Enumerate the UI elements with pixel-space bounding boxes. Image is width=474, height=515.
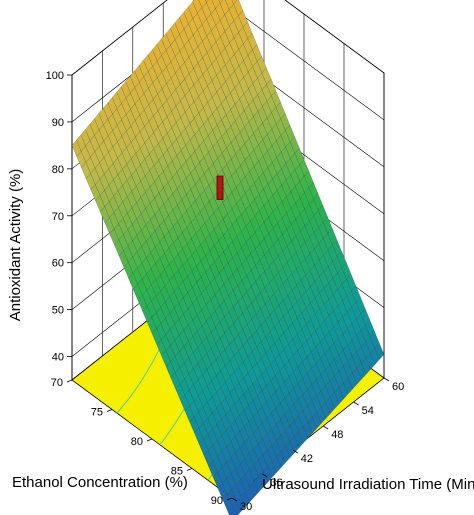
y-tick-label: 42 (301, 453, 313, 465)
y-tick-mark (292, 449, 299, 454)
surface-cell (206, 0, 216, 15)
surface-cell (218, 0, 223, 4)
z-tick-label: 90 (52, 117, 64, 129)
x-tick-mark (146, 438, 153, 442)
z-tick-label: 60 (52, 258, 64, 270)
x-tick-mark (106, 409, 113, 412)
y-tick-mark (262, 473, 268, 478)
y-tick-label: 54 (362, 405, 374, 417)
y-tick-mark (231, 497, 238, 502)
y-tick-mark (383, 377, 390, 382)
z-tick-label: 100 (46, 70, 64, 82)
x-tick-mark (186, 468, 193, 471)
design-point (216, 175, 224, 200)
y-tick-label: 60 (392, 381, 404, 393)
z-tick-label: 70 (52, 211, 64, 223)
x-tick-label: 85 (171, 466, 183, 478)
surface-cell (198, 0, 207, 9)
x-tick-mark (226, 497, 233, 501)
z-tick-label: 50 (52, 305, 64, 317)
surface-cell (205, 0, 209, 3)
y-tick-mark (353, 401, 359, 406)
z-tick-label: 40 (52, 352, 64, 364)
x-tick-label: 75 (91, 407, 103, 419)
surface-cell (225, 0, 234, 10)
x-tick-label: 90 (211, 495, 223, 507)
surface-cell (192, 0, 203, 14)
x-tick-label: 80 (131, 436, 143, 448)
surface-cell (211, 0, 221, 9)
response-surface (71, 0, 385, 515)
x-tick-label: 70 (51, 377, 63, 389)
z-tick-label: 80 (52, 164, 64, 176)
x-tick-mark (66, 379, 73, 383)
z-gridline (71, 0, 385, 76)
surface-cell (231, 0, 238, 5)
y-tick-label: 36 (270, 477, 282, 489)
y-tick-label: 48 (331, 429, 343, 441)
y-tick-mark (322, 425, 329, 430)
surface-cell (219, 0, 230, 16)
surface-cell (233, 0, 244, 16)
design-point-marker (216, 175, 224, 200)
y-tick-label: 30 (240, 501, 252, 513)
tick-labels: 40 50 60 70 80 90 100 70 75 80 85 90 30 36 42 48 54 60 (46, 70, 405, 513)
